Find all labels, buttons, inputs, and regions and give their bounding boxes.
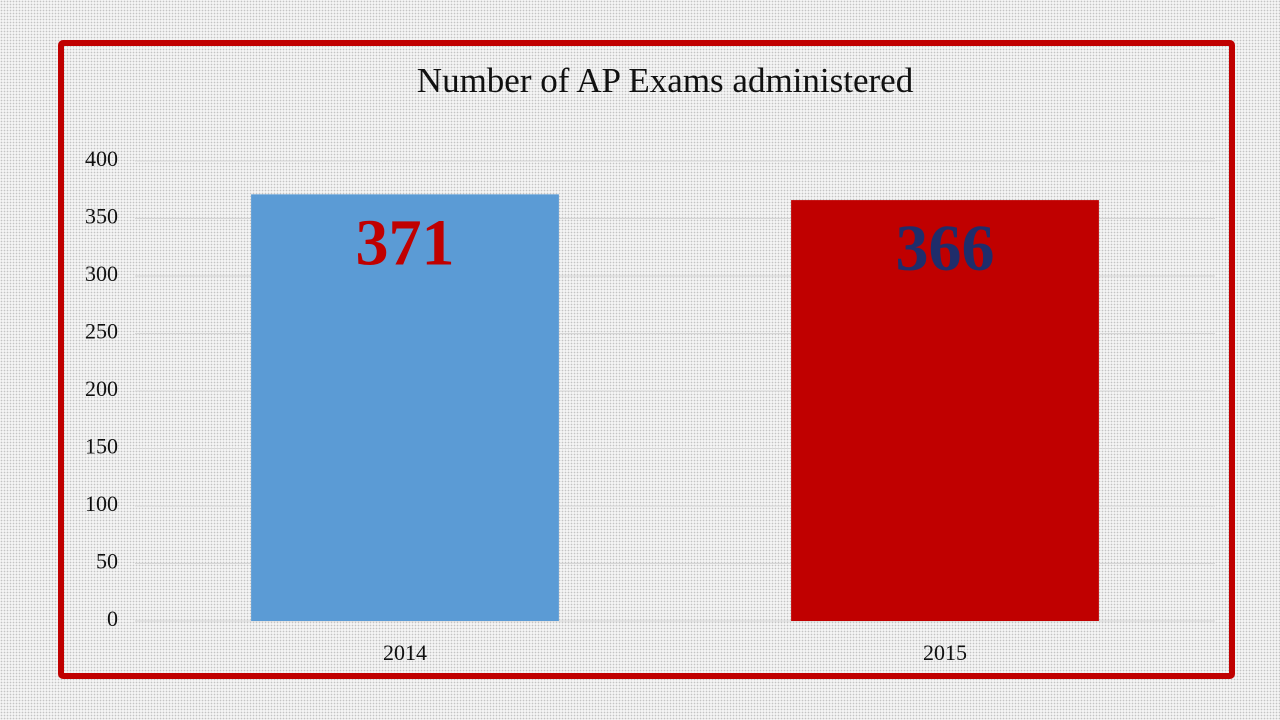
y-tick-label: 250 bbox=[85, 319, 118, 344]
y-tick-label: 0 bbox=[107, 606, 118, 631]
y-tick-label: 350 bbox=[85, 204, 118, 229]
chart-title: Number of AP Exams administered bbox=[417, 61, 914, 100]
bar bbox=[251, 194, 559, 621]
y-tick-label: 150 bbox=[85, 434, 118, 459]
y-tick-label: 50 bbox=[96, 549, 118, 574]
data-label: 366 bbox=[896, 212, 995, 285]
frame bbox=[58, 40, 1235, 679]
y-tick-label: 300 bbox=[85, 261, 118, 286]
y-tick-label: 100 bbox=[85, 491, 118, 516]
bar bbox=[791, 200, 1099, 621]
x-tick-label: 2015 bbox=[923, 640, 967, 665]
y-tick-label: 200 bbox=[85, 376, 118, 401]
data-label: 371 bbox=[356, 206, 455, 279]
x-tick-label: 2014 bbox=[383, 640, 427, 665]
y-tick-label: 400 bbox=[85, 146, 118, 171]
